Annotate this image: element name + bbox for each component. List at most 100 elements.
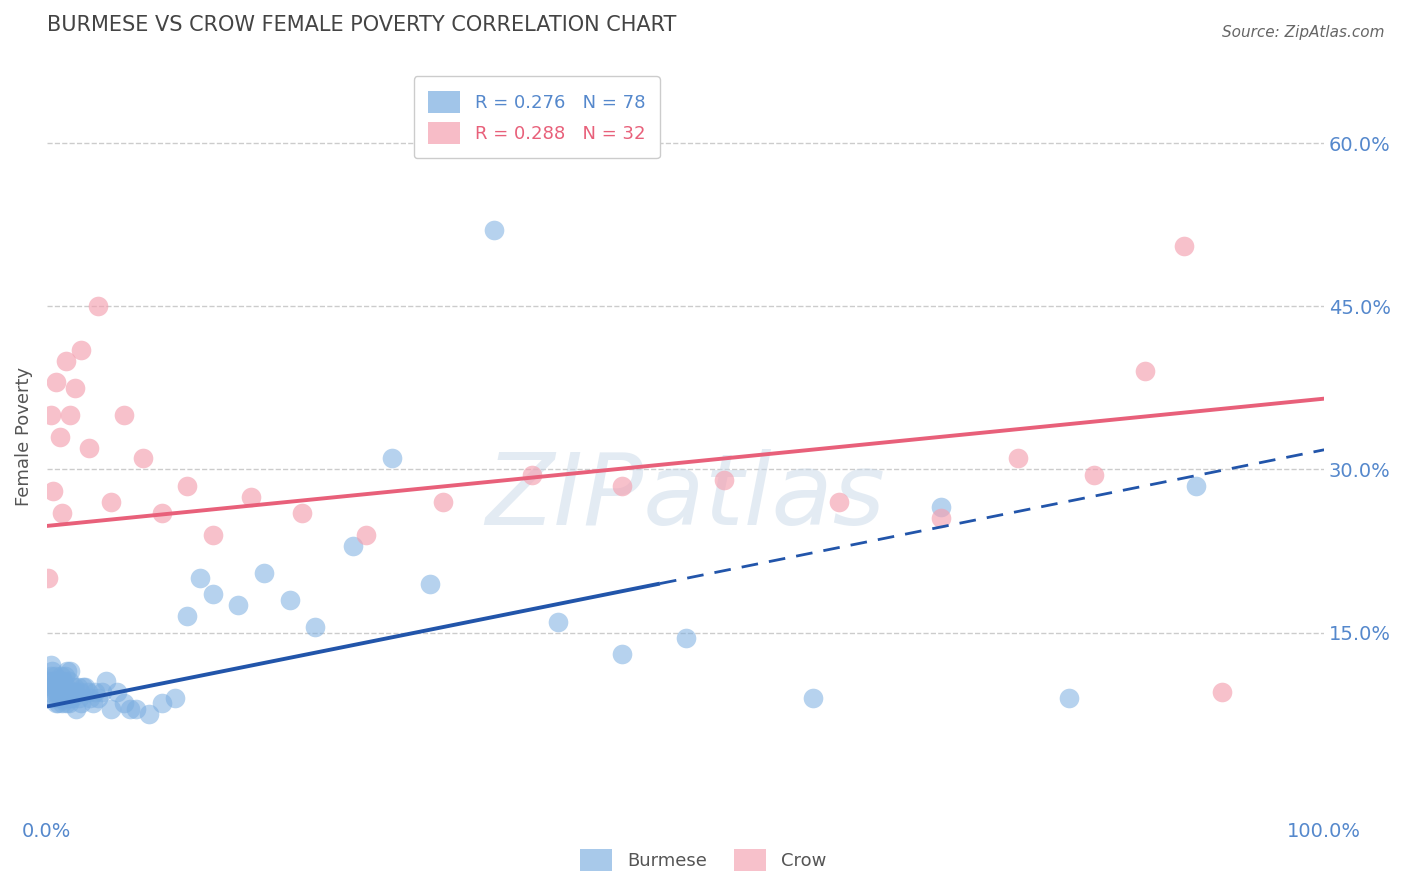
Point (58, 696, 80, 710)
Point (547, 615, 569, 629)
Point (522, 467, 544, 482)
Point (253, 566, 276, 580)
Legend: R = 0.276   N = 78, R = 0.288   N = 32: R = 0.276 N = 78, R = 0.288 N = 32 (413, 77, 659, 159)
Point (60, 685, 83, 699)
Point (138, 707, 160, 722)
Y-axis label: Female Poverty: Female Poverty (15, 368, 32, 507)
Point (278, 593, 301, 607)
Point (37, 571, 59, 585)
Point (150, 696, 173, 710)
Point (65, 701, 87, 715)
Point (76, 685, 98, 699)
Point (801, 690, 824, 705)
Point (38, 685, 60, 699)
Point (1173, 239, 1195, 253)
Point (675, 631, 697, 645)
Point (42, 674, 65, 689)
Point (713, 473, 735, 487)
Point (125, 701, 148, 715)
Point (59, 408, 82, 422)
Point (79, 690, 101, 705)
Point (87, 299, 110, 313)
Point (176, 478, 198, 492)
Point (53, 669, 76, 683)
Point (39, 669, 62, 683)
Point (201, 527, 224, 541)
Point (44, 669, 66, 683)
Point (176, 609, 198, 624)
Point (46, 685, 69, 699)
Point (1211, 685, 1233, 699)
Point (929, 511, 952, 525)
Point (72, 680, 94, 694)
Point (87, 690, 110, 705)
Point (59, 690, 82, 705)
Point (150, 506, 173, 520)
Text: Source: ZipAtlas.com: Source: ZipAtlas.com (1222, 25, 1385, 40)
Point (51, 680, 73, 694)
Point (62, 680, 84, 694)
Point (929, 500, 952, 515)
Point (131, 451, 153, 466)
Point (66, 680, 89, 694)
Point (55, 353, 77, 368)
Point (291, 506, 314, 520)
Point (55, 696, 77, 710)
Point (1083, 467, 1105, 482)
Point (48, 690, 70, 705)
Point (304, 620, 326, 634)
Point (163, 690, 186, 705)
Point (69, 685, 91, 699)
Point (82, 696, 104, 710)
Point (51, 696, 73, 710)
Point (381, 451, 404, 466)
Point (100, 495, 122, 509)
Point (188, 571, 211, 585)
Point (39, 658, 62, 673)
Point (75, 680, 97, 694)
Point (1185, 478, 1208, 492)
Point (63, 685, 86, 699)
Point (53, 685, 76, 699)
Point (105, 685, 128, 699)
Point (1007, 451, 1029, 466)
Point (342, 539, 364, 553)
Point (100, 701, 122, 715)
Legend: Burmese, Crow: Burmese, Crow (572, 842, 834, 879)
Point (419, 576, 441, 591)
Point (240, 490, 263, 504)
Point (41, 680, 63, 694)
Point (48, 674, 70, 689)
Point (828, 495, 851, 509)
Point (46, 674, 69, 689)
Point (62, 690, 84, 705)
Point (118, 701, 141, 715)
Point (67, 690, 90, 705)
Point (44, 685, 66, 699)
Point (48, 680, 70, 694)
Point (432, 495, 454, 509)
Point (45, 680, 67, 694)
Point (482, 223, 505, 237)
Point (51, 506, 73, 520)
Point (354, 527, 377, 541)
Point (41, 664, 63, 678)
Point (77, 441, 100, 455)
Point (49, 685, 72, 699)
Point (55, 680, 77, 694)
Point (42, 484, 65, 499)
Point (48, 696, 70, 710)
Point (39, 408, 62, 422)
Point (70, 343, 93, 357)
Point (37, 674, 59, 689)
Point (70, 696, 93, 710)
Point (1057, 690, 1080, 705)
Point (1135, 364, 1157, 378)
Text: BURMESE VS CROW FEMALE POVERTY CORRELATION CHART: BURMESE VS CROW FEMALE POVERTY CORRELATI… (46, 15, 676, 35)
Point (56, 690, 79, 705)
Point (45, 376, 67, 390)
Point (94, 674, 117, 689)
Point (610, 648, 633, 662)
Point (52, 690, 75, 705)
Point (42, 690, 65, 705)
